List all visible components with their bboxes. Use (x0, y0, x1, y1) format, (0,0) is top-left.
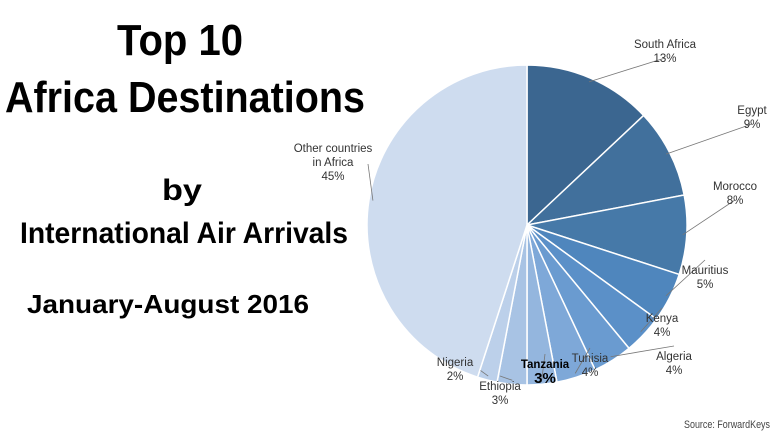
label-text: 3% (491, 395, 509, 407)
label-text: South Africa (633, 39, 696, 51)
label-text: Ethiopia (479, 381, 521, 393)
leader-line (665, 123, 753, 155)
slice-label: Tunisia 4% (530, 352, 650, 380)
label-text: Nigeria (436, 357, 474, 369)
leader-line (682, 199, 736, 236)
label-text: 3% (534, 370, 556, 387)
leader-line (588, 57, 666, 83)
slice-label: Morocco 8% (675, 180, 777, 208)
slice-label: Algeria 4% (614, 350, 734, 378)
pie-slice (526, 64, 645, 227)
label-text: 5% (696, 279, 714, 291)
slice-label: Ethiopia 3% (440, 380, 560, 408)
label-text: Egypt (737, 105, 767, 117)
label-text: 4% (653, 327, 671, 339)
source: Source: ForwardKeys (684, 419, 770, 431)
label-text: Other countries in Africa (293, 143, 373, 169)
label-text: Tanzania (520, 359, 570, 371)
slice-label: Other countries in Africa 45% (289, 142, 377, 184)
slice-label: South Africa 13% (605, 38, 725, 66)
chart-title: Africa Destinations (5, 73, 365, 122)
leader-line (574, 347, 591, 374)
chart-subtitle: by (162, 174, 202, 207)
label-text: 4% (581, 367, 599, 379)
title-block: Top 10 Africa Destinations by Internatio… (5, 16, 365, 319)
slice-label: Egypt 9% (692, 104, 777, 132)
pie-slice (366, 64, 528, 379)
label-text: 8% (726, 195, 744, 207)
label-text: Tunisia (571, 353, 609, 365)
label-text: 2% (446, 371, 464, 383)
label-text: 9% (743, 119, 761, 131)
label-text: 4% (665, 365, 683, 377)
label-text: Morocco (712, 181, 758, 193)
label-text: Mauritius (681, 265, 729, 277)
leader-line (367, 163, 374, 201)
label-text: 45% (321, 171, 345, 183)
slice-label: Kenya 4% (602, 312, 722, 340)
slice-label: Nigeria 2% (395, 356, 515, 384)
chart-subtitle: International Air Arrivals (20, 217, 348, 250)
label-text: 13% (653, 53, 677, 65)
slice-label: Tanzania 3% (485, 358, 605, 386)
leader-line (610, 345, 675, 358)
label-text: Algeria (656, 351, 692, 363)
leader-line (640, 307, 663, 333)
slice-label: Mauritius 5% (645, 264, 765, 292)
leader-line (499, 375, 513, 381)
pie-slice (524, 114, 686, 227)
leader-line (665, 259, 706, 297)
leader-line (541, 353, 546, 381)
chart-title: Top 10 (117, 16, 243, 65)
label-text: Kenya (645, 313, 679, 325)
chart-subtitle: January-August 2016 (27, 289, 309, 319)
